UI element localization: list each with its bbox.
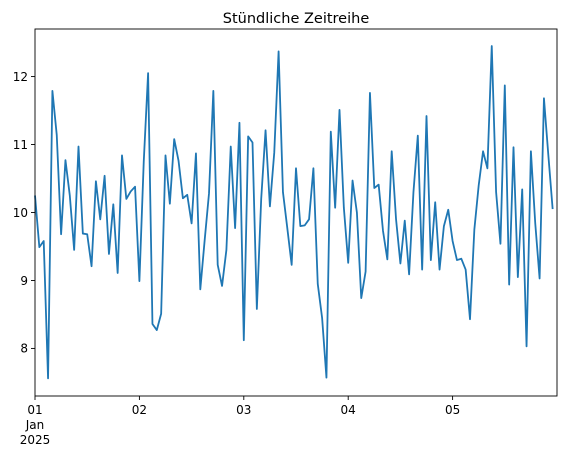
y-tick-label: 11 bbox=[13, 138, 28, 152]
y-tick-label: 12 bbox=[13, 70, 28, 84]
y-tick-label: 8 bbox=[20, 342, 28, 356]
series-line-0 bbox=[34, 45, 554, 380]
axes: 8 9 10 11 12 01 Jan 2025 02 03 04 05 bbox=[13, 28, 558, 447]
x-tick-label: 05 bbox=[445, 403, 460, 417]
chart-title: Stündliche Zeitreihe bbox=[223, 11, 370, 27]
series-layer bbox=[34, 45, 554, 380]
x-tick-label: 03 bbox=[236, 403, 251, 417]
y-tick-label: 9 bbox=[20, 274, 28, 288]
x-tick-label: 01 Jan 2025 bbox=[20, 403, 51, 447]
y-tick-label: 10 bbox=[13, 206, 28, 220]
x-tick-label: 04 bbox=[341, 403, 356, 417]
x-tick-label: 02 bbox=[132, 403, 147, 417]
